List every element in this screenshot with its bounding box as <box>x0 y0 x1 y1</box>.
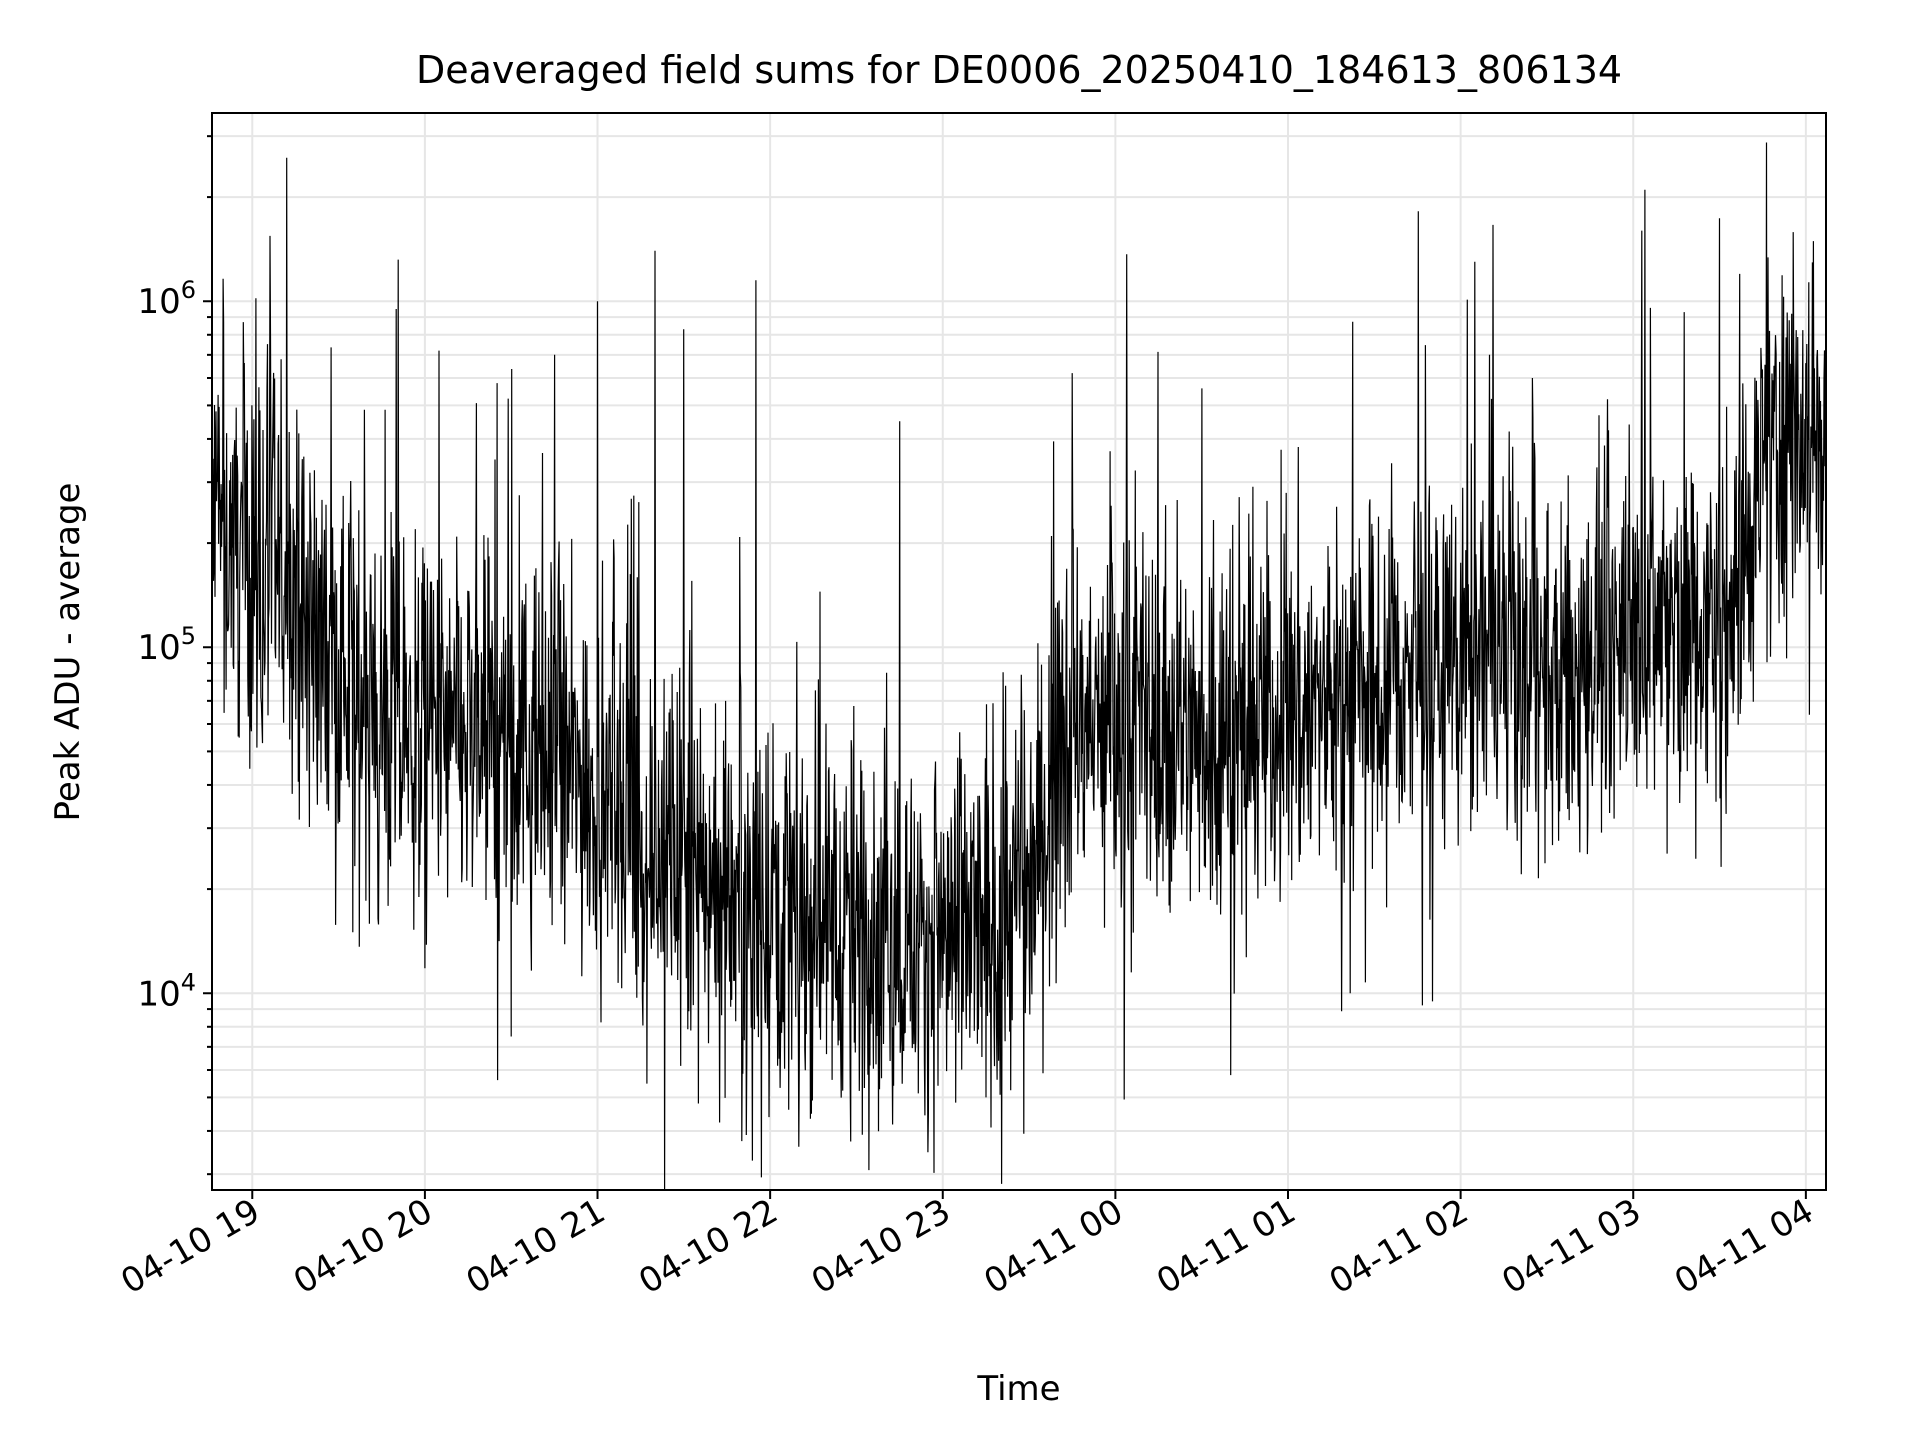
x-axis-label: Time <box>976 1369 1060 1409</box>
y-tick-label: 104 <box>137 968 196 1014</box>
series-line <box>212 142 1826 1190</box>
y-axis-label: Peak ADU - average <box>48 483 88 822</box>
y-axis: 104 105 106 <box>137 135 212 1176</box>
chart-title: Deaveraged field sums for DE0006_2025041… <box>416 48 1622 92</box>
y-tick-label: 106 <box>137 276 196 322</box>
y-tick-label: 105 <box>137 622 196 668</box>
axes-frame <box>211 112 1827 1191</box>
plot-area <box>212 142 1826 1190</box>
